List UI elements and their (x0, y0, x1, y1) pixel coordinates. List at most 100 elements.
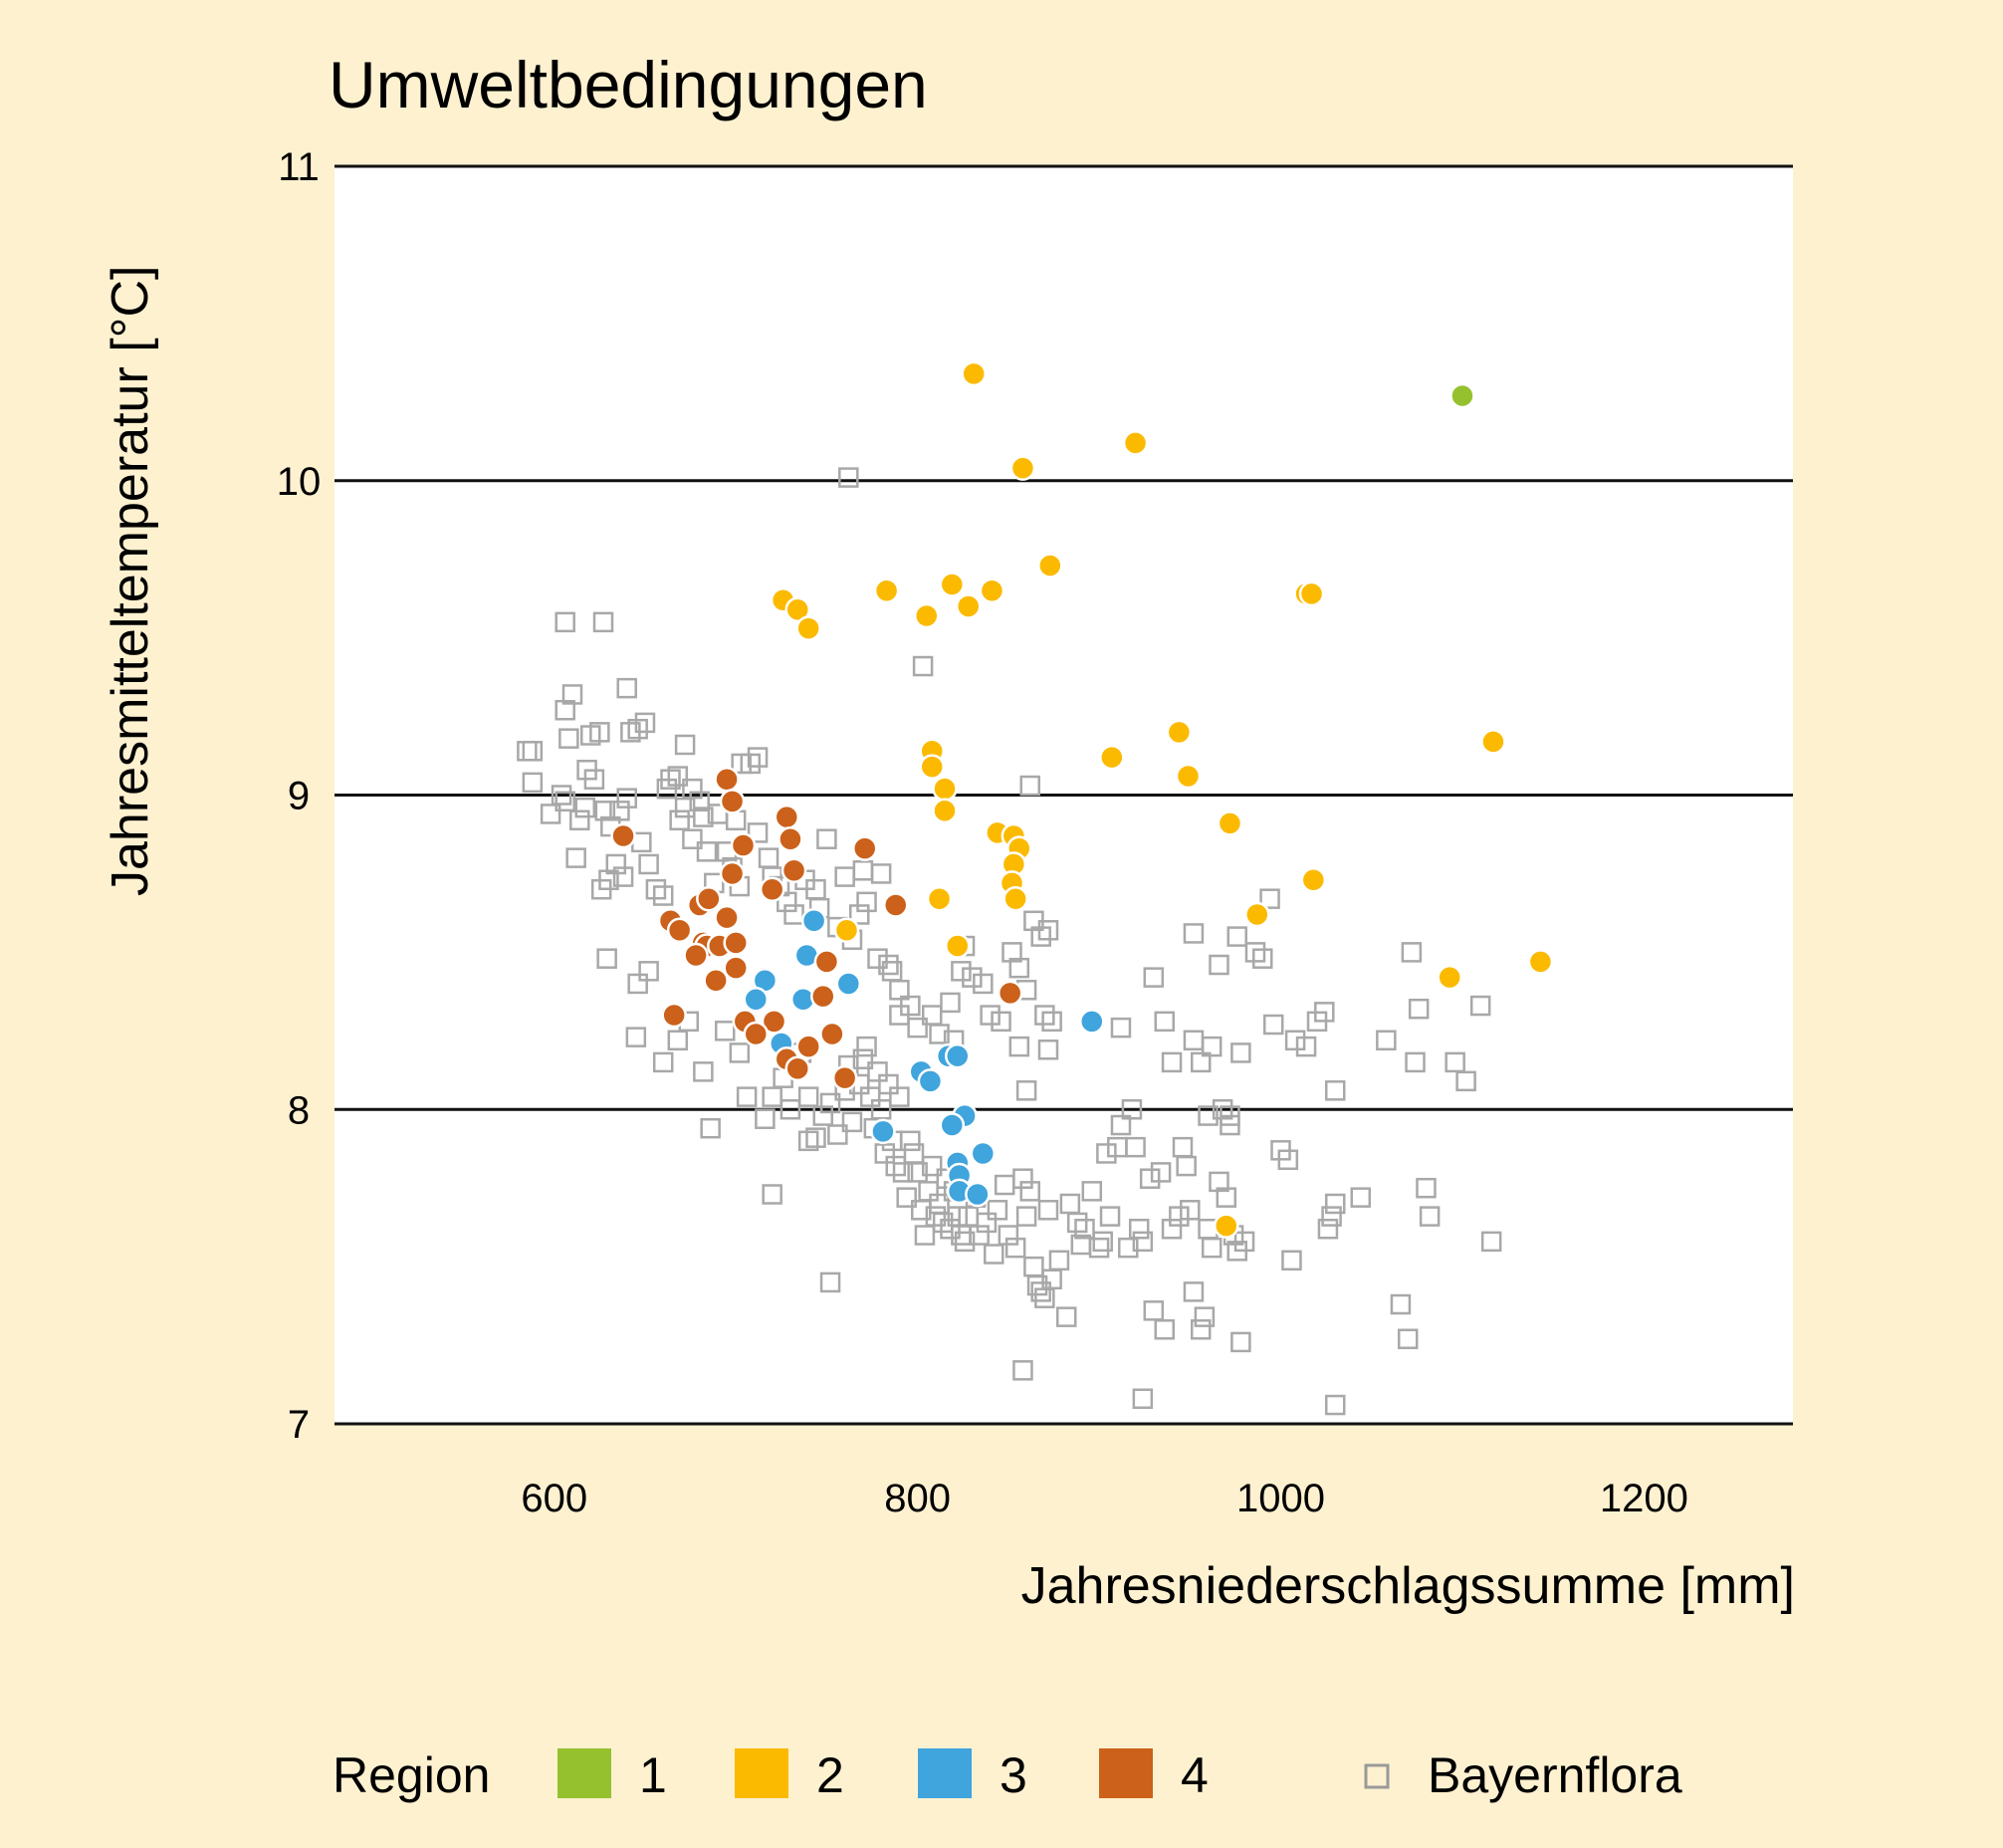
bayernflora-point (1012, 1168, 1033, 1189)
region-2-point (945, 933, 971, 959)
bayernflora-point (569, 809, 590, 831)
region-4-point (780, 857, 807, 884)
bayernflora-point (1037, 1040, 1059, 1060)
bayernflora-point (1469, 995, 1491, 1017)
region-3-point (1079, 1009, 1105, 1035)
legend-swatch-bayernflora (1364, 1763, 1390, 1789)
bayernflora-point (779, 1099, 801, 1120)
bayernflora-point (969, 1225, 990, 1246)
bayernflora-point (1026, 1274, 1048, 1296)
bayernflora-point (729, 1042, 751, 1063)
bayernflora-point (627, 973, 648, 995)
region-2-point (1437, 964, 1462, 991)
bayernflora-point (925, 1206, 947, 1227)
bayernflora-point (755, 1108, 776, 1129)
region-2-point (1122, 430, 1149, 456)
bayernflora-point (645, 878, 667, 900)
bayernflora-point (1376, 1030, 1397, 1051)
region-2-point (1002, 885, 1028, 912)
bayernflora-point (976, 1212, 998, 1234)
bayernflora-point (625, 1027, 647, 1047)
region-4-point (810, 983, 836, 1010)
bayernflora-point (1143, 1300, 1165, 1321)
bayernflora-point (1132, 1388, 1154, 1409)
region-2-point (1037, 553, 1063, 578)
bayernflora-point (667, 766, 689, 787)
bayernflora-point (1030, 926, 1051, 947)
bayernflora-point (929, 1024, 950, 1044)
bayernflora-point (592, 611, 614, 633)
bayernflora-point (907, 1162, 928, 1183)
bayernflora-point (714, 1021, 736, 1041)
region-3-point (835, 971, 862, 997)
bayernflora-point (1244, 942, 1266, 963)
bayernflora-point (522, 741, 544, 762)
bayernflora-point (1183, 923, 1205, 944)
region-4-point (719, 860, 746, 887)
bayernflora-point (1220, 1114, 1240, 1136)
bayernflora-point (1194, 1306, 1216, 1327)
bayernflora-point (973, 973, 994, 995)
bayernflora-point (874, 1143, 896, 1164)
bayernflora-point (551, 785, 572, 806)
bayernflora-point (1092, 1231, 1113, 1253)
region-4-point (683, 942, 709, 969)
bayernflora-point (819, 1092, 841, 1114)
bayernflora-point (1161, 1218, 1183, 1240)
bayernflora-point (696, 841, 718, 862)
bayernflora-point (1212, 1099, 1233, 1120)
bayernflora-point (522, 772, 544, 794)
region-3-point (800, 908, 827, 934)
bayernflora-point (667, 1030, 689, 1051)
bayernflora-point (1074, 1218, 1095, 1240)
bayernflora-point (1233, 1231, 1255, 1253)
bayernflora-point (689, 791, 710, 812)
x-tick-label: 800 (884, 1477, 951, 1520)
bayernflora-point (1055, 1306, 1077, 1327)
region-4-point (714, 766, 740, 793)
region-2-point (784, 596, 810, 622)
region-2-point (1527, 949, 1554, 975)
bayernflora-point (1066, 1212, 1088, 1234)
region-2-point (833, 917, 860, 944)
bayernflora-point (565, 847, 586, 868)
bayernflora-point (838, 467, 859, 488)
bayernflora-point (980, 1005, 1001, 1026)
bayernflora-point (555, 611, 575, 633)
bayernflora-point (819, 1271, 841, 1293)
region-2-point (979, 578, 1005, 604)
bayernflora-point (878, 1073, 899, 1095)
legend-label-region-1: 1 (639, 1747, 667, 1803)
bayernflora-point (991, 1011, 1011, 1033)
bayernflora-point (609, 801, 630, 821)
region-4-point (743, 1021, 770, 1047)
bayernflora-point (1262, 1014, 1284, 1036)
bayernflora-point (932, 1212, 954, 1234)
region-4-point (778, 825, 803, 852)
region-2-point (873, 578, 900, 604)
bayernflora-point (1143, 967, 1165, 988)
bayernflora-point (740, 753, 762, 775)
bayernflora-point (1048, 1250, 1070, 1271)
bayernflora-point (627, 718, 648, 740)
region-2-point (1166, 719, 1193, 746)
legend-swatch-region-4 (1099, 1748, 1153, 1798)
bayernflora-point (805, 1127, 826, 1148)
bayernflora-point (1139, 1168, 1161, 1189)
bayernflora-point (1008, 957, 1030, 979)
region-3-point (965, 1181, 991, 1208)
bayernflora-point (1019, 775, 1040, 797)
bayernflora-point (583, 769, 605, 790)
bayernflora-point (856, 891, 877, 913)
bayernflora-point (1150, 1162, 1172, 1183)
bayernflora-point (561, 684, 583, 705)
region-2-point (1175, 763, 1202, 790)
region-2-point (926, 885, 953, 912)
bayernflora-point (907, 1017, 928, 1039)
bayernflora-point (1121, 1099, 1143, 1120)
bayernflora-point (1128, 1218, 1150, 1240)
bayernflora-point (1284, 1030, 1306, 1051)
bayernflora-point (669, 809, 690, 831)
bayernflora-point (682, 828, 703, 849)
